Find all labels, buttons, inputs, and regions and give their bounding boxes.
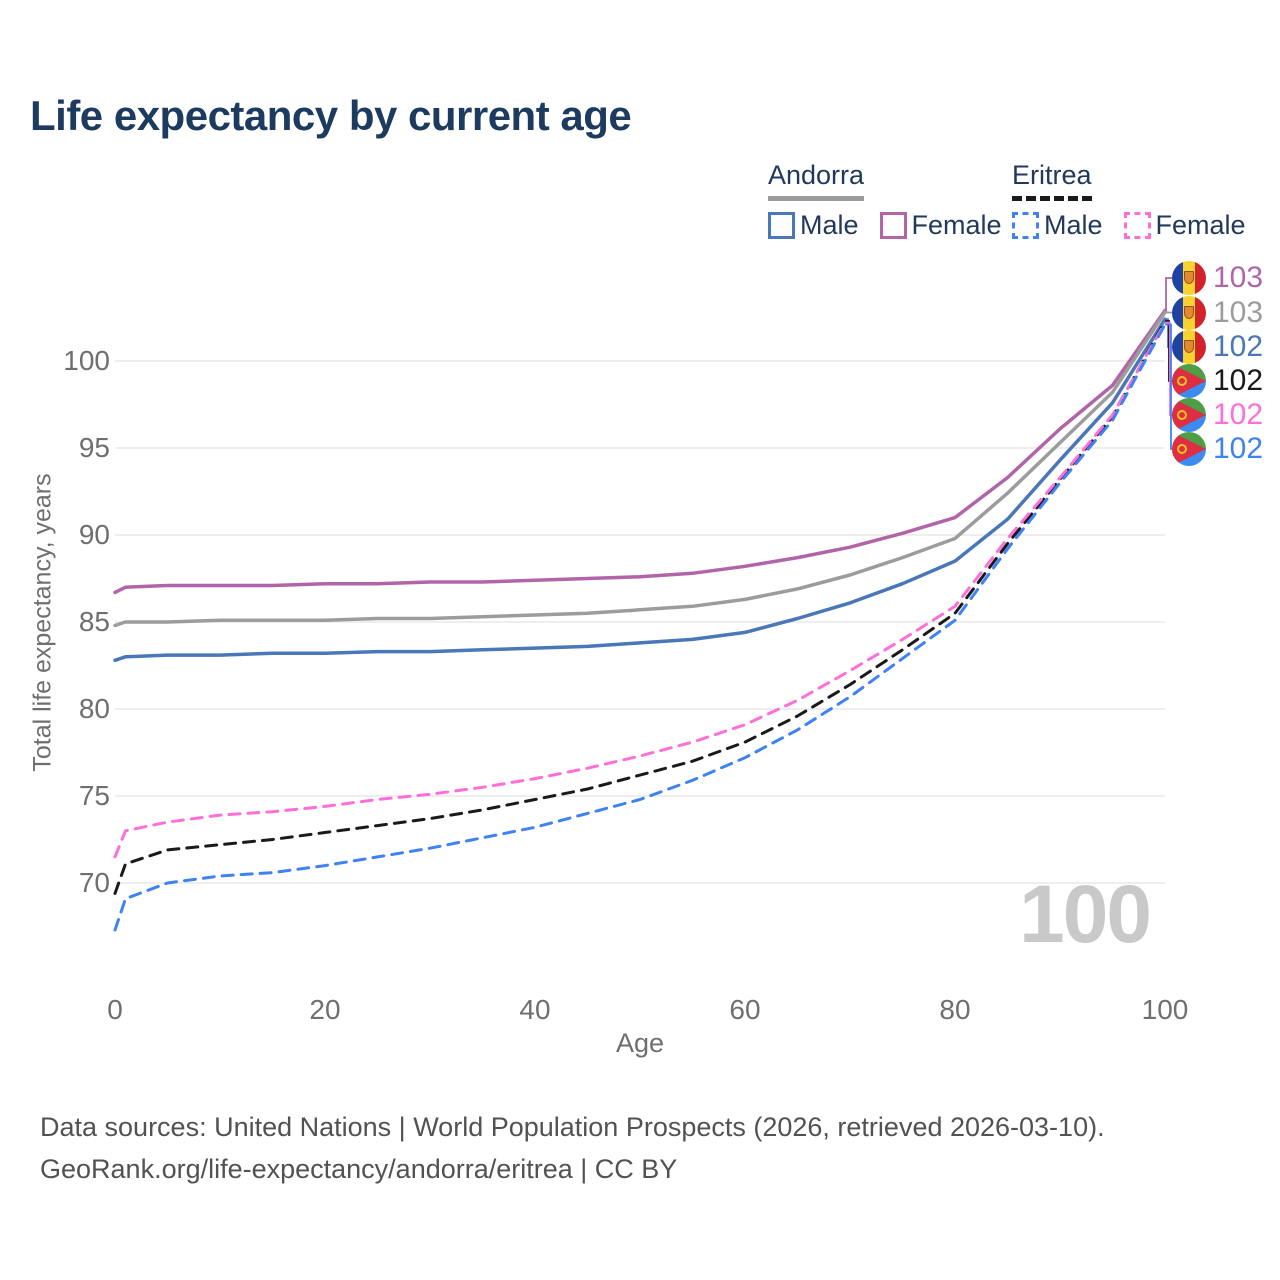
y-tick-label: 80 (78, 693, 110, 724)
andorra-male-swatch (768, 212, 795, 239)
end-label-row: 102 (1172, 398, 1263, 432)
series-line-andorra-male (113, 317, 1167, 663)
end-value-label: 102 (1213, 432, 1264, 465)
eritrea-flag-icon (1172, 364, 1206, 398)
legend-country-eritrea[interactable]: Eritrea (1012, 160, 1092, 201)
x-tick-label: 100 (1141, 994, 1189, 1025)
end-label-row: 103 (1172, 295, 1264, 330)
footer: Data sources: United Nations | World Pop… (40, 1106, 1105, 1190)
legend-item-andorra-male[interactable]: Male (768, 210, 859, 241)
series-line-andorra-both-sexes (113, 310, 1167, 628)
legend-country-andorra[interactable]: Andorra (768, 160, 865, 201)
y-tick-label: 75 (78, 780, 110, 811)
end-value-label: 102 (1213, 398, 1264, 431)
y-tick-label: 90 (78, 519, 110, 550)
age-counter-watermark: 100 (1019, 869, 1152, 960)
end-label-connector (1165, 323, 1172, 450)
andorra-crest (1184, 340, 1194, 353)
end-value-label: 102 (1213, 364, 1264, 397)
y-tick-label: 85 (78, 606, 110, 637)
eritrea-flag-icon (1172, 432, 1206, 466)
eritrea-emblem (1177, 410, 1187, 420)
x-tick-label: 40 (519, 994, 551, 1025)
andorra-flag-icon (1172, 261, 1206, 295)
andorra-crest (1184, 271, 1194, 284)
eritrea-emblem (1177, 376, 1187, 386)
series-line-eritrea-both-sexes (113, 319, 1167, 895)
end-value-label: 103 (1213, 261, 1264, 294)
series-line-andorra-female (113, 308, 1167, 595)
legend-item-andorra-female[interactable]: Female (879, 210, 1002, 241)
end-value-label: 103 (1213, 295, 1264, 329)
x-tick-label: 0 (107, 994, 123, 1025)
page-title: Life expectancy by current age (30, 92, 632, 139)
y-tick-label: 100 (63, 345, 110, 376)
end-label-row: 102 (1172, 330, 1263, 364)
eritrea-emblem (1177, 444, 1187, 454)
footer-data-sources: Data sources: United Nations | World Pop… (40, 1112, 1105, 1142)
eritrea-male-swatch (1012, 212, 1039, 239)
legend-label: Male (800, 210, 859, 240)
legend-group-eritrea: Eritrea Male Female (1012, 160, 1246, 241)
x-tick-label: 60 (729, 994, 761, 1025)
eritrea-female-swatch (1123, 212, 1151, 239)
end-label-row: 103 (1172, 261, 1263, 295)
legend-label: Female (1155, 210, 1246, 240)
andorra-flag-icon (1172, 295, 1206, 330)
legend-label: Male (1044, 210, 1103, 240)
x-axis-title: Age (615, 1028, 665, 1058)
end-label-row: 102 (1172, 364, 1263, 398)
eritrea-flag-icon (1172, 398, 1206, 432)
x-tick-label: 20 (309, 994, 341, 1025)
legend-label: Female (911, 210, 1002, 240)
x-tick-label: 80 (939, 994, 971, 1025)
end-label-connector (1165, 277, 1172, 312)
andorra-flag-icon (1172, 330, 1206, 364)
series-line-eritrea-male (113, 323, 1167, 932)
legend-item-eritrea-male[interactable]: Male (1012, 210, 1103, 241)
end-value-label: 102 (1213, 330, 1264, 363)
andorra-female-swatch (879, 212, 907, 239)
footer-link: GeoRank.org/life-expectancy/andorra/erit… (40, 1154, 678, 1184)
y-tick-label: 95 (78, 432, 110, 463)
andorra-crest (1184, 305, 1194, 319)
series-line-eritrea-female (113, 321, 1167, 859)
end-label-row: 102 (1172, 432, 1263, 466)
y-tick-label: 70 (78, 867, 110, 898)
legend-group-andorra: Andorra Male Female (768, 160, 1002, 241)
legend-item-eritrea-female[interactable]: Female (1123, 210, 1246, 241)
